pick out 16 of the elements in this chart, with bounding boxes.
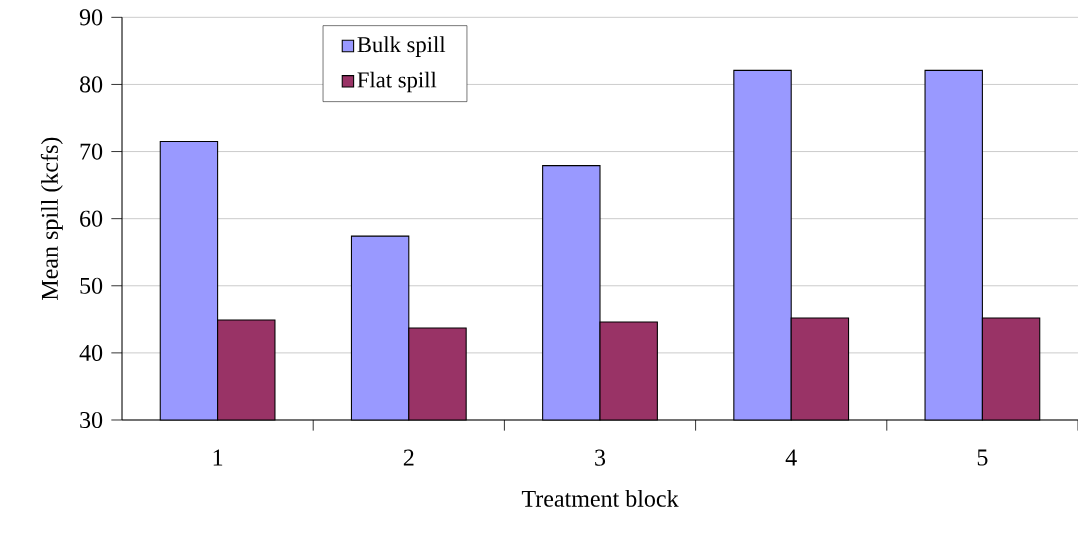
x-tick-label: 3 <box>595 449 606 466</box>
y-tick-label: 40 <box>79 344 103 361</box>
x-axis-title: Treatment block <box>521 489 679 507</box>
x-tick-label: 4 <box>785 449 797 466</box>
y-tick-label: 30 <box>80 411 103 429</box>
legend-label: Bulk spill <box>357 36 446 57</box>
x-tick-label: 5 <box>977 449 988 466</box>
y-axis-title: Mean spill (kcfs) <box>40 137 63 300</box>
legend-label: Flat spill <box>357 71 437 93</box>
y-tick-label: 50 <box>80 277 103 294</box>
y-tick-label: 90 <box>79 9 103 26</box>
y-tick-label: 70 <box>80 143 103 160</box>
x-tick-label: 2 <box>403 449 414 466</box>
y-tick-label: 60 <box>80 210 103 227</box>
y-tick-label: 80 <box>80 76 103 93</box>
x-tick-label: 1 <box>213 449 223 466</box>
